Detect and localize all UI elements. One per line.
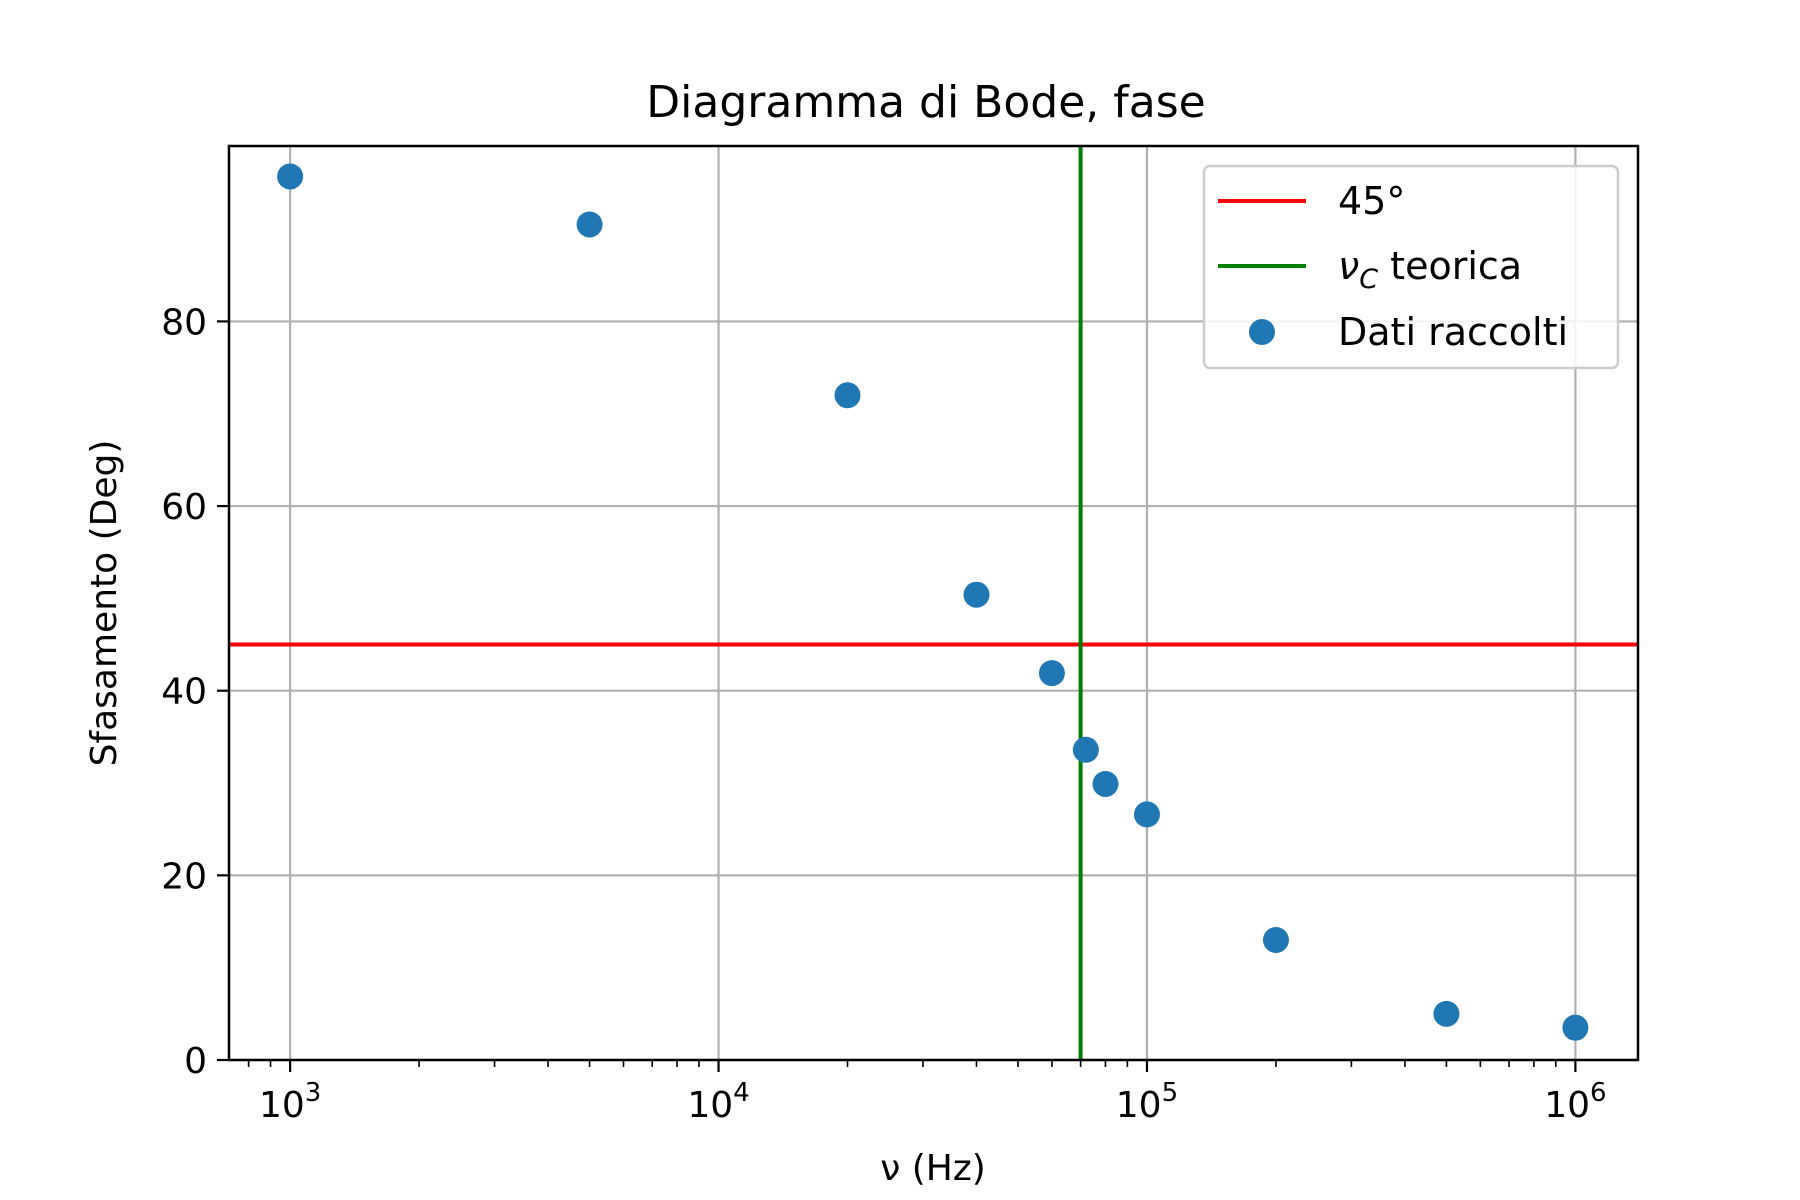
legend-swatch-data — [1249, 319, 1275, 345]
x-axis-label: ν (Hz) — [880, 1148, 986, 1189]
y-tick-label: 40 — [161, 672, 207, 713]
y-axis-label: Sfasamento (Deg) — [84, 440, 125, 767]
axis-ticks: 103 104 105 106 0 20 40 60 80 — [161, 302, 1606, 1126]
data-point — [1038, 660, 1065, 687]
legend-label-data: Dati raccolti — [1338, 310, 1568, 354]
data-point — [1072, 736, 1099, 763]
legend: 45° νC teorica Dati raccolti — [1202, 164, 1620, 370]
data-point — [1133, 801, 1160, 828]
plot-frame — [227, 144, 1640, 1062]
data-point — [1433, 1000, 1460, 1027]
x-tick-label: 106 — [1544, 1078, 1606, 1126]
chart-title: Diagramma di Bode, fase — [646, 77, 1205, 128]
data-point — [834, 382, 861, 409]
y-tick-label: 60 — [161, 487, 207, 528]
x-tick-label: 105 — [1116, 1078, 1178, 1126]
x-tick-label: 104 — [687, 1078, 749, 1126]
y-tick-label: 80 — [161, 302, 207, 343]
legend-box — [1202, 164, 1620, 370]
reference-lines — [229, 146, 1638, 1060]
legend-label-45deg: 45° — [1338, 179, 1405, 223]
legend-label-cutoff: νC teorica — [1338, 244, 1522, 295]
x-tick-label: 103 — [259, 1078, 321, 1126]
data-point — [1092, 770, 1119, 797]
y-tick-label: 0 — [184, 1041, 207, 1082]
data-point — [576, 211, 603, 238]
data-point — [277, 163, 304, 190]
data-point — [1562, 1014, 1589, 1041]
y-tick-label: 20 — [161, 856, 207, 897]
scatter-points — [277, 163, 1589, 1041]
data-point — [963, 581, 990, 608]
data-point — [1262, 926, 1289, 953]
